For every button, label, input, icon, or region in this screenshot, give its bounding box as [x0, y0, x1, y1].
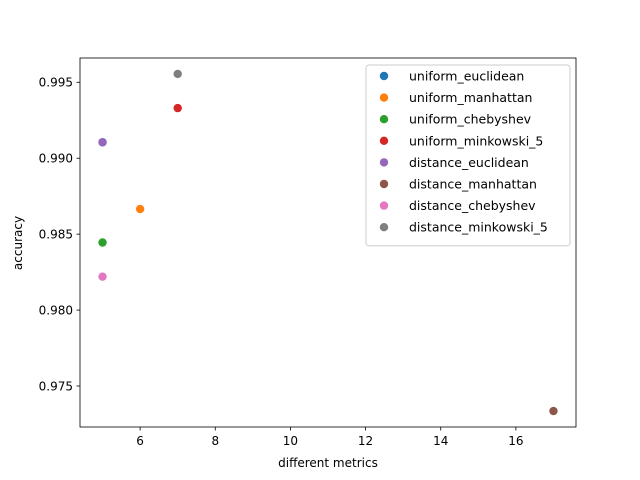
legend-marker [379, 223, 389, 232]
data-point [98, 272, 107, 281]
y-tick-label: 0.995 [39, 76, 73, 90]
data-point [549, 406, 558, 416]
legend-marker [379, 179, 389, 189]
legend-marker [379, 201, 389, 210]
x-tick-label: 6 [136, 434, 144, 448]
data-point [173, 69, 182, 79]
x-tick-label: 10 [283, 434, 298, 448]
legend-marker [379, 115, 389, 124]
legend-marker [379, 136, 389, 145]
legend: uniform_euclidean uniform_manhattanunifor… [365, 64, 571, 247]
x-tick-label: 14 [433, 434, 448, 448]
data-point [98, 238, 107, 247]
legend-entry: uniform_manhattan [409, 90, 532, 105]
legend-entry: distance_minkowski_5 [409, 220, 548, 235]
legend-marker [379, 71, 389, 81]
legend-marker [379, 93, 389, 102]
x-axis-label: different metrics [278, 456, 378, 470]
data-point [173, 103, 182, 113]
y-tick-label: 0.980 [39, 303, 73, 317]
legend-marker [379, 158, 389, 167]
legend-entry: uniform_minkowski_5 [409, 133, 543, 148]
legend-entry: distance_euclidean [409, 155, 529, 170]
data-point [98, 138, 107, 147]
x-tick-label: 12 [358, 434, 373, 448]
data-point [135, 204, 145, 214]
y-axis-label: accuracy [11, 216, 25, 270]
y-tick-label: 0.990 [39, 152, 73, 166]
legend-entry: uniform_chebyshev [409, 112, 532, 127]
legend-entry: distance_manhattan [409, 177, 537, 192]
x-tick-label: 8 [211, 434, 219, 448]
legend-entry: uniform_euclidean [409, 69, 524, 84]
legend-frame [365, 64, 571, 247]
x-tick-label: 16 [508, 434, 523, 448]
plot-frame [79, 57, 577, 428]
plot-area [79, 57, 577, 428]
legend-entry: distance_chebyshev [409, 198, 536, 213]
y-tick-label: 0.975 [39, 379, 73, 393]
axis-ticks: 6 8 10 12 14 16 0.975 0.980 0.985 0.990 0.995 [39, 76, 524, 448]
y-tick-label: 0.985 [39, 227, 73, 241]
